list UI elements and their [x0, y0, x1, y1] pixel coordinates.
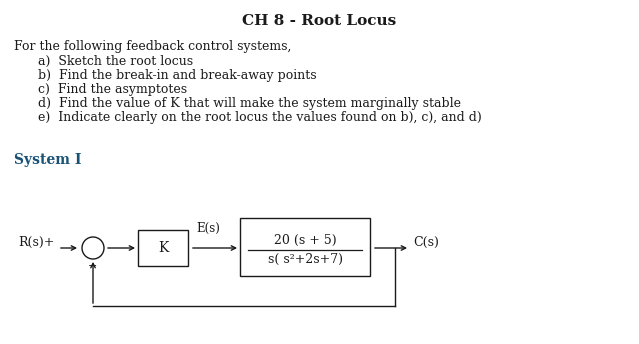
Text: s( s²+2s+7): s( s²+2s+7) [268, 253, 343, 266]
Bar [138, 230, 188, 266]
Text: K: K [158, 241, 168, 255]
Text: e)  Indicate clearly on the root locus the values found on b), c), and d): e) Indicate clearly on the root locus th… [38, 111, 482, 124]
Text: d)  Find the value of K that will make the system marginally stable: d) Find the value of K that will make th… [38, 97, 461, 110]
Text: a)  Sketch the root locus: a) Sketch the root locus [38, 55, 193, 68]
Text: C(s): C(s) [413, 236, 439, 248]
Text: −: − [88, 261, 98, 271]
Text: System I: System I [14, 153, 82, 167]
Text: c)  Find the asymptotes: c) Find the asymptotes [38, 83, 187, 96]
Text: E(s): E(s) [196, 222, 220, 235]
Text: R(s)+: R(s)+ [18, 236, 54, 248]
Text: CH 8 - Root Locus: CH 8 - Root Locus [242, 14, 396, 28]
Text: For the following feedback control systems,: For the following feedback control syste… [14, 40, 291, 53]
Text: b)  Find the break-in and break-away points: b) Find the break-in and break-away poin… [38, 69, 317, 82]
Text: 20 (s + 5): 20 (s + 5) [273, 234, 336, 247]
Bar [240, 218, 370, 276]
